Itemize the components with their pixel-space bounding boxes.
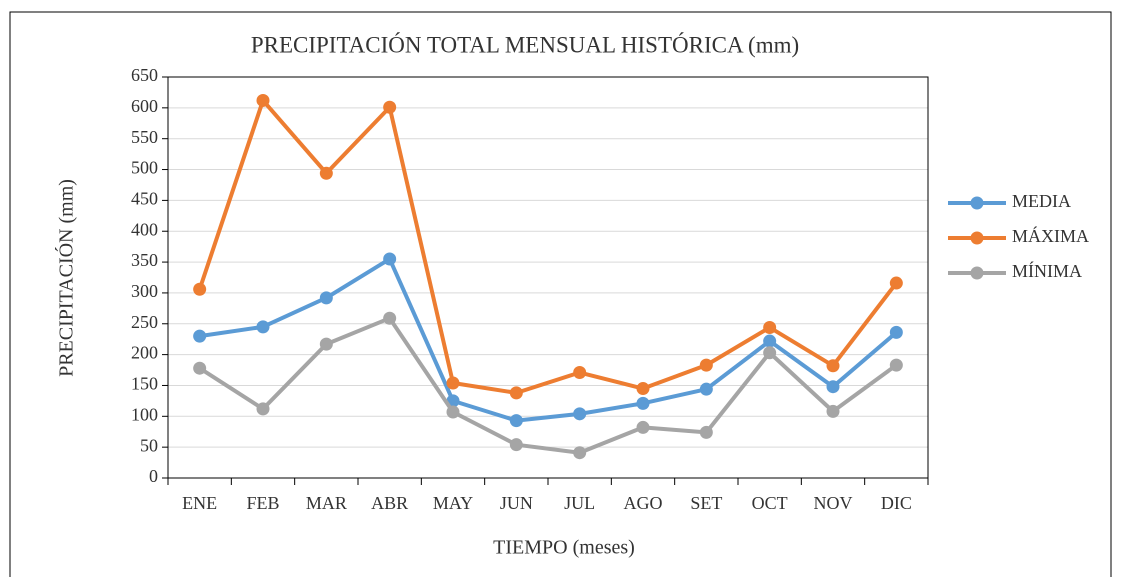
- x-tick-label: ENE: [182, 493, 217, 513]
- legend-label: MEDIA: [1012, 191, 1071, 211]
- data-point: [383, 252, 397, 266]
- y-tick-label: 200: [131, 343, 158, 363]
- legend-marker: [970, 196, 984, 210]
- data-point: [256, 93, 270, 107]
- data-point: [193, 361, 207, 375]
- x-tick-label: MAY: [433, 493, 473, 513]
- legend-label: MÁXIMA: [1012, 225, 1089, 246]
- x-tick-label: DIC: [881, 493, 912, 513]
- legend-label: MÍNIMA: [1012, 260, 1082, 281]
- data-point: [826, 380, 840, 394]
- chart-title: PRECIPITACIÓN TOTAL MENSUAL HISTÓRICA (m…: [251, 31, 799, 57]
- y-tick-label: 50: [140, 435, 158, 455]
- data-point: [509, 438, 523, 452]
- series-line: [199, 256, 898, 423]
- x-tick-label: MAR: [306, 493, 347, 513]
- y-tick-label: 600: [131, 96, 158, 116]
- data-point: [826, 359, 840, 373]
- y-tick-label: 500: [131, 158, 158, 178]
- x-axis-title: TIEMPO (meses): [493, 537, 635, 559]
- data-point: [319, 337, 333, 351]
- x-tick-label: FEB: [246, 493, 279, 513]
- data-point: [383, 100, 397, 114]
- y-tick-label: 150: [131, 374, 158, 394]
- data-point: [256, 320, 270, 334]
- data-point: [636, 396, 650, 410]
- legend-marker: [970, 266, 984, 280]
- data-point: [509, 386, 523, 400]
- data-point: [699, 382, 713, 396]
- x-tick-label: AGO: [624, 493, 663, 513]
- data-point: [573, 446, 587, 460]
- x-tick-label: NOV: [814, 493, 853, 513]
- data-point: [256, 402, 270, 416]
- data-point: [193, 329, 207, 343]
- data-point: [383, 311, 397, 325]
- data-point: [636, 382, 650, 396]
- y-tick-label: 250: [131, 312, 158, 332]
- data-point: [889, 276, 903, 290]
- data-point: [573, 407, 587, 421]
- x-tick-label: ABR: [371, 493, 408, 513]
- data-point: [446, 376, 460, 390]
- data-point: [699, 358, 713, 372]
- y-tick-label: 300: [131, 281, 158, 301]
- data-point: [889, 358, 903, 372]
- data-point: [509, 414, 523, 428]
- x-tick-label: OCT: [752, 493, 788, 513]
- series-line: [197, 98, 898, 395]
- data-point: [636, 420, 650, 434]
- data-point: [763, 346, 777, 360]
- y-tick-label: 650: [131, 65, 158, 85]
- y-tick-label: 0: [149, 466, 158, 486]
- x-tick-label: SET: [690, 493, 722, 513]
- y-tick-label: 550: [131, 127, 158, 147]
- data-point: [699, 425, 713, 439]
- data-point: [763, 334, 777, 348]
- data-point: [193, 282, 207, 296]
- y-tick-label: 400: [131, 219, 158, 239]
- series-line: [198, 316, 898, 455]
- data-point: [319, 291, 333, 305]
- data-point: [319, 166, 333, 180]
- data-point: [763, 320, 777, 334]
- data-point: [889, 325, 903, 339]
- y-axis-title: PRECIPITACIÓN (mm): [54, 179, 78, 377]
- chart-frame: [9, 11, 1112, 577]
- y-tick-label: 350: [131, 250, 158, 270]
- y-tick-label: 100: [131, 404, 158, 424]
- data-point: [826, 404, 840, 418]
- y-tick-label: 450: [131, 189, 158, 209]
- x-tick-label: JUL: [564, 493, 595, 513]
- x-tick-label: JUN: [500, 493, 533, 513]
- legend-marker: [970, 231, 984, 245]
- data-point: [446, 405, 460, 419]
- data-point: [573, 366, 587, 380]
